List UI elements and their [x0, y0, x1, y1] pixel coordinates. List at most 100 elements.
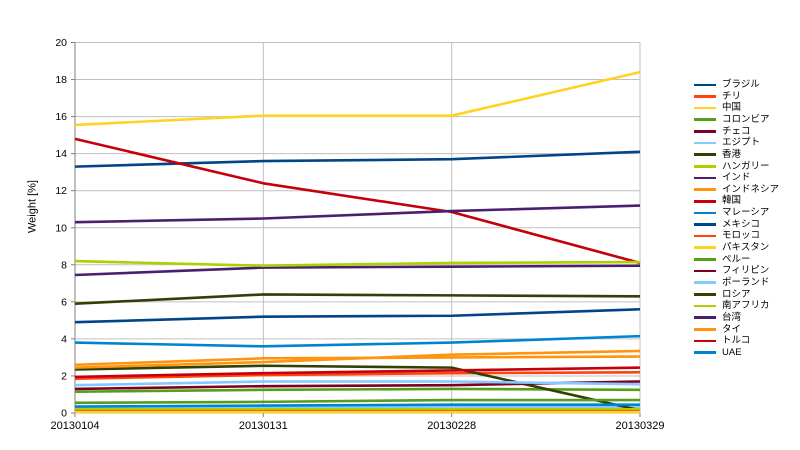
- legend-label: ロシア: [722, 288, 751, 300]
- y-tick-label: 14: [55, 148, 67, 160]
- legend-swatch-icon: [694, 327, 716, 331]
- legend-label: エジプト: [722, 137, 761, 149]
- legend-label: トルコ: [722, 335, 751, 347]
- legend-item: モロッコ: [694, 230, 779, 242]
- legend-label: パキスタン: [722, 242, 770, 254]
- legend-item: 中国: [694, 102, 779, 114]
- legend-swatch-icon: [694, 83, 716, 87]
- series-line: [75, 405, 641, 409]
- legend-item: 香港: [694, 149, 779, 161]
- series-line: [74, 259, 641, 268]
- legend-label: 香港: [722, 148, 742, 160]
- series-line: [74, 380, 641, 387]
- legend-swatch-icon: [694, 316, 716, 319]
- legend-item: ハンガリー: [694, 160, 779, 172]
- legend-item: チェコ: [694, 126, 779, 138]
- x-tick-label: 20130228: [427, 420, 476, 432]
- legend-swatch-icon: [694, 176, 716, 180]
- series-line: [74, 370, 641, 381]
- legend-item: UAE: [694, 347, 779, 359]
- legend-item: ブラジル: [694, 79, 779, 91]
- legend-swatch-icon: [694, 106, 716, 110]
- series-line: [74, 307, 641, 324]
- legend-label: フィリピン: [722, 265, 770, 277]
- legend-label: インド: [722, 172, 751, 184]
- legend-label: チェコ: [722, 125, 751, 137]
- legend-label: ポーランド: [722, 276, 770, 288]
- series-line: [74, 150, 641, 168]
- legend-swatch-icon: [694, 258, 716, 261]
- legend-item: 台湾: [694, 312, 779, 324]
- legend-swatch-icon: [694, 211, 716, 215]
- legend-swatch-icon: [694, 118, 716, 122]
- legend-label: チリ: [722, 90, 742, 102]
- legend-label: ペルー: [722, 253, 751, 265]
- y-tick-label: 0: [61, 408, 67, 420]
- legend-item: マレーシア: [694, 207, 779, 219]
- x-tick-label: 20130131: [239, 420, 288, 432]
- y-tick-label: 8: [61, 259, 67, 271]
- legend-label: メキシコ: [722, 218, 761, 230]
- legend-swatch-icon: [694, 165, 716, 168]
- legend-label: インドネシア: [722, 183, 780, 195]
- legend-swatch-icon: [694, 188, 716, 191]
- legend-item: 南アフリカ: [694, 300, 779, 312]
- legend-label: 韓国: [722, 195, 742, 207]
- series-line: [74, 293, 641, 306]
- legend-item: 韓国: [694, 195, 779, 207]
- legend-label: タイ: [722, 323, 742, 335]
- legend-label: ブラジル: [722, 79, 760, 91]
- legend-label: モロッコ: [722, 230, 761, 242]
- legend-item: チリ: [694, 91, 779, 103]
- legend-item: トルコ: [694, 335, 779, 347]
- series-line: [74, 349, 641, 369]
- legend-item: ペルー: [694, 254, 779, 266]
- legend-swatch-icon: [694, 153, 716, 156]
- legend-label: 中国: [722, 102, 742, 114]
- legend-swatch-icon: [694, 304, 716, 308]
- legend-swatch-icon: [694, 141, 716, 145]
- legend-swatch-icon: [694, 351, 716, 354]
- x-tick-label: 20130104: [51, 420, 100, 432]
- legend-label: UAE: [722, 346, 742, 358]
- legend-swatch-icon: [694, 339, 716, 343]
- series-line: [74, 364, 641, 412]
- legend-label: ハンガリー: [722, 160, 770, 172]
- legend-item: フィリピン: [694, 265, 779, 277]
- series-line: [74, 70, 641, 127]
- y-tick-label: 20: [55, 37, 67, 49]
- legend-label: 南アフリカ: [722, 300, 770, 312]
- legend-item: ポーランド: [694, 277, 779, 289]
- y-tick-label: 6: [61, 296, 67, 308]
- legend-item: エジプト: [694, 137, 779, 149]
- legend-swatch-icon: [694, 246, 716, 250]
- legend-item: インドネシア: [694, 184, 779, 196]
- chart-legend: ブラジル チリ 中国 コロンビア チェコ エジプト 香港 ハンガリー インド インドネシア 韓国 マレ…: [694, 79, 779, 358]
- legend-swatch-icon: [694, 199, 716, 203]
- legend-item: インド: [694, 172, 779, 184]
- legend-item: コロンビア: [694, 114, 779, 126]
- y-tick-label: 2: [61, 370, 67, 382]
- legend-label: コロンビア: [722, 113, 770, 125]
- y-tick-label: 16: [55, 111, 67, 123]
- legend-label: 台湾: [722, 311, 742, 323]
- y-tick-label: 12: [55, 185, 67, 197]
- legend-item: パキスタン: [694, 242, 779, 254]
- legend-swatch-icon: [694, 95, 716, 98]
- legend-item: ロシア: [694, 289, 779, 301]
- series-line: [74, 137, 641, 265]
- y-tick-label: 10: [55, 222, 67, 234]
- x-tick-label: 20130329: [616, 420, 665, 432]
- legend-swatch-icon: [694, 223, 716, 226]
- legend-swatch-icon: [694, 234, 716, 238]
- y-tick-label: 18: [55, 74, 67, 86]
- legend-swatch-icon: [694, 130, 716, 133]
- series-line: [74, 334, 641, 348]
- legend-item: タイ: [694, 323, 779, 335]
- legend-swatch-icon: [694, 281, 716, 284]
- y-tick-label: 4: [61, 333, 67, 345]
- series-line: [74, 366, 641, 379]
- legend-label: マレーシア: [722, 207, 770, 219]
